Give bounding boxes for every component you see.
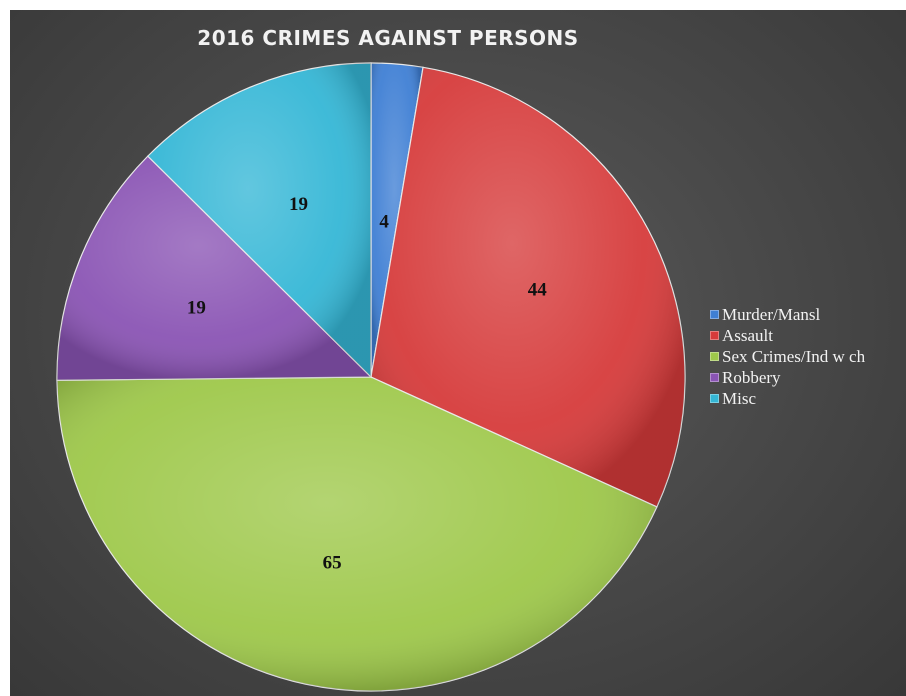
legend-label: Misc (722, 388, 756, 408)
data-label-sex-crimes-ind-w-ch: 65 (323, 552, 342, 573)
legend-label: Robbery (722, 367, 781, 387)
legend-swatch (710, 310, 719, 319)
legend-item: Sex Crimes/Ind w ch (710, 346, 865, 367)
legend-item: Assault (710, 325, 865, 346)
legend-item: Robbery (710, 367, 865, 388)
data-label-murder-mansl: 4 (379, 212, 389, 233)
legend-label: Assault (722, 325, 773, 345)
chart-title: 2016 CRIMES AGAINST PERSONS (197, 26, 579, 50)
data-label-misc: 19 (289, 194, 308, 215)
legend-item: Murder/Mansl (710, 304, 865, 325)
legend-label: Sex Crimes/Ind w ch (722, 346, 866, 366)
pie-slices (56, 62, 686, 692)
chart-legend: Murder/Mansl Assault Sex Crimes/Ind w ch Ro… (710, 304, 865, 409)
legend-swatch (710, 373, 719, 382)
data-label-assault: 44 (528, 280, 548, 301)
data-label-robbery: 19 (187, 297, 206, 318)
chart-area: 2016 CRIMES AGAINST PERSONS 4 44 65 19 19 Mu… (10, 10, 906, 696)
legend-swatch (710, 394, 719, 403)
legend-label: Murder/Mansl (722, 304, 821, 324)
legend-swatch (710, 352, 719, 361)
legend-swatch (710, 331, 719, 340)
legend-item: Misc (710, 388, 865, 409)
